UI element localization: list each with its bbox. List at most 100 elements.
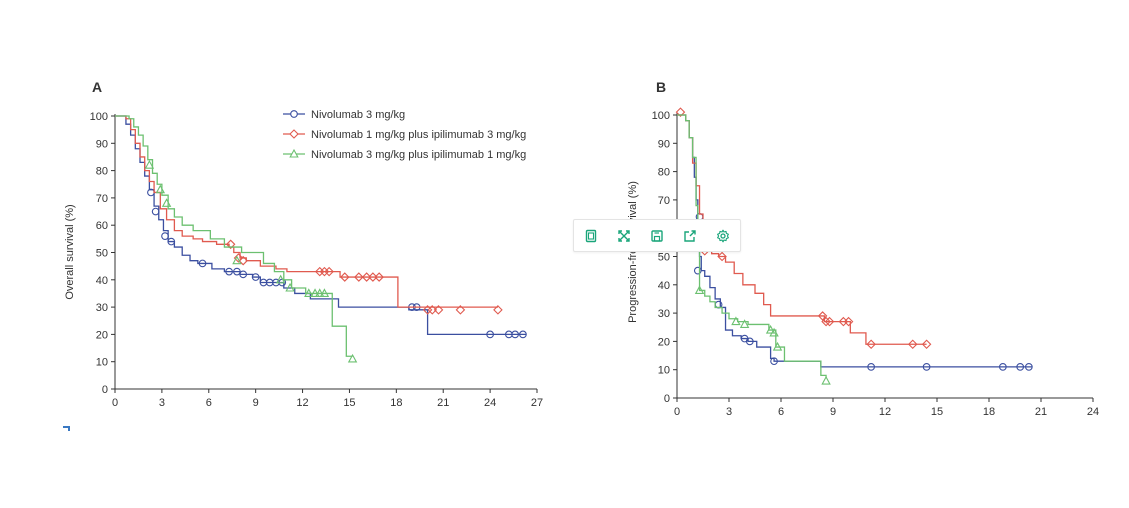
panel-a-y-tick-label: 30 (96, 302, 108, 314)
copy-icon (585, 229, 596, 242)
panel-b-series-1-censor-mark (770, 357, 778, 366)
panel-b-progression-free-survival: B Progression-free survival (%) 01020304… (627, 79, 1099, 418)
panel-a-x-tick-label: 3 (159, 397, 165, 409)
panel-a-series-2-censor-mark (374, 272, 384, 282)
panel-a-series-2-censor-mark (354, 272, 364, 282)
panel-a-series-2-censor-mark (427, 305, 438, 315)
panel-b-series-2-censor-mark (821, 316, 831, 327)
panel-a-series-3-censor-mark (304, 288, 314, 297)
panel-b-series-1-censor-mark (999, 363, 1007, 371)
legend-entry-label: Nivolumab 3 mg/kg (311, 109, 405, 121)
panel-a-series-1-censor-mark (239, 270, 248, 279)
panel-b-y-tick-label: 0 (664, 393, 670, 405)
panel-a-series-1-censor-mark (233, 267, 241, 276)
panel-a-y-tick-label: 80 (96, 166, 108, 178)
panel-a-series-2-line (115, 115, 498, 308)
panel-a-y-tick-label: 40 (96, 275, 108, 287)
panel-a-y-axis-title: Overall survival (%) (64, 204, 76, 299)
panel-a-series-2-censor-mark (455, 305, 466, 315)
panel-a-series-3-censor-mark (285, 282, 295, 292)
panel-b-y-tick-label: 40 (658, 280, 670, 292)
legend-marker-icon (289, 129, 299, 139)
panel-a-y-tick-label: 20 (96, 329, 108, 341)
legend-entry-label: Nivolumab 3 mg/kg plus ipilimumab 1 mg/k… (311, 149, 526, 161)
expand-icon (618, 229, 630, 242)
panel-a-x-tick-label: 27 (531, 397, 543, 409)
panel-b-y-tick-label: 100 (652, 110, 670, 122)
panel-a-series-3-censor-mark (347, 353, 358, 363)
expand-button[interactable] (614, 226, 634, 246)
panel-b-y-tick-label: 30 (658, 308, 670, 320)
panel-a-x-tick-label: 21 (437, 397, 449, 409)
panel-b-series-3-censor-mark (765, 324, 776, 334)
panel-a-series-2-censor-mark (324, 266, 334, 277)
panel-b-series-3-line (677, 114, 827, 379)
panel-a-y-tick-label: 70 (96, 193, 108, 205)
panel-b-series-3-censor-mark (739, 319, 750, 328)
panel-a-series-3-censor-mark (161, 198, 172, 207)
panel-a-series-2-censor-mark (493, 305, 503, 315)
panel-b-series-3-censor-mark (769, 327, 779, 337)
panel-b-x-tick-label: 18 (983, 406, 995, 418)
panel-b-y-tick-label: 10 (658, 365, 670, 377)
settings-icon (717, 229, 730, 242)
panel-a-y-tick-label: 0 (102, 384, 108, 396)
panel-b-series-2-censor-mark (866, 339, 876, 350)
panel-b-series-3-censor-mark (821, 375, 831, 385)
panel-a-series-1-censor-mark (251, 273, 260, 281)
panel-a-y-tick-label: 10 (96, 357, 108, 369)
panel-b-x-tick-label: 21 (1035, 406, 1047, 418)
panel-b-x-tick-label: 24 (1087, 406, 1099, 418)
panel-b-series-2-censor-mark (675, 107, 686, 117)
panel-a-series-2-censor-mark (339, 272, 350, 282)
panel-a-x-tick-label: 0 (112, 397, 118, 409)
panel-b-letter: B (656, 79, 666, 95)
panel-b-series-2-censor-mark (824, 316, 835, 327)
panel-a-x-tick-label: 9 (253, 397, 259, 409)
panel-a-series-1-censor-mark (167, 237, 176, 246)
panel-a-series-3-censor-mark (144, 159, 155, 169)
panel-a-series-2-censor-mark (368, 272, 378, 282)
panel-a-y-tick-label: 60 (96, 220, 108, 232)
panel-a-series-2-censor-mark (225, 239, 236, 250)
panel-a-letter: A (92, 79, 102, 95)
save-button[interactable] (647, 226, 667, 246)
panel-b-series-1-censor-mark (1016, 363, 1025, 371)
image-toolbar (573, 219, 741, 252)
share-icon (684, 229, 696, 242)
copy-button[interactable] (581, 226, 601, 246)
panel-a-series-1-censor-mark (225, 267, 233, 276)
panel-a-series-1-censor-mark (511, 330, 519, 339)
panel-a-x-tick-label: 24 (484, 397, 496, 409)
panel-a-series-3-censor-mark (319, 288, 330, 297)
panel-b-series-1-censor-mark (745, 337, 754, 346)
panel-a-series-3-censor-mark (155, 184, 166, 194)
panel-b-series-1-censor-mark (867, 363, 875, 371)
panel-a-series-3-censor-mark (315, 288, 325, 297)
legend-marker-icon (290, 110, 298, 118)
share-button[interactable] (680, 226, 700, 246)
panel-a-series-1-censor-mark (161, 232, 169, 240)
legend-marker-icon (289, 148, 299, 158)
panel-a-series-1-censor-mark (486, 330, 494, 339)
panel-a-x-tick-label: 15 (343, 397, 355, 409)
panel-b-series-3-censor-mark (694, 285, 705, 295)
panel-b-x-tick-label: 0 (674, 406, 680, 418)
panel-b-x-tick-label: 15 (931, 406, 943, 418)
panel-b-series-3-censor-mark (772, 341, 783, 351)
panel-a-x-tick-label: 6 (206, 397, 212, 409)
panel-b-series-2-censor-mark (843, 316, 854, 327)
panel-a-series-3-censor-mark (275, 274, 286, 284)
panel-b-series-2-censor-mark (907, 339, 918, 350)
panel-b-series-2-censor-mark (817, 311, 828, 321)
panel-a-series-1-line (115, 115, 527, 336)
panel-a-overall-survival: A Overall survival (%) 01020304050607080… (64, 79, 543, 409)
panel-a-x-tick-label: 18 (390, 397, 402, 409)
panel-b-x-tick-label: 6 (778, 406, 784, 418)
panel-a-series-2-censor-mark (361, 272, 372, 282)
panel-b-x-tick-label: 9 (830, 406, 836, 418)
settings-button[interactable] (713, 226, 733, 246)
panel-b-y-tick-label: 90 (658, 138, 670, 150)
panel-b-x-tick-label: 12 (879, 406, 891, 418)
